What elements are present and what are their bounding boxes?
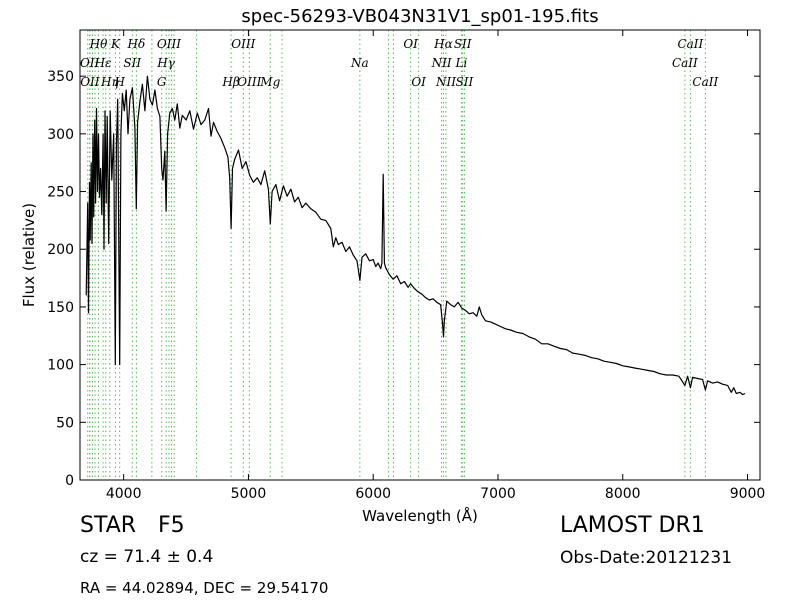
x-tick-label: 6000 <box>355 486 391 502</box>
survey-name: LAMOST DR1 <box>560 513 705 538</box>
spectral-line-label: Hη <box>100 75 119 89</box>
x-tick-label: 4000 <box>106 486 142 502</box>
spectral-line-label: OIII <box>157 37 181 51</box>
y-tick-label: 150 <box>47 300 74 316</box>
spectral-line-label: OII <box>80 75 100 89</box>
spectral-line-markers <box>87 30 706 480</box>
y-tick-label: 100 <box>47 358 74 374</box>
spectral-line-label: G <box>157 75 167 89</box>
y-tick-label: 200 <box>47 242 74 258</box>
chart-title: spec-56293-VB043N31V1_sp01-195.fits <box>241 6 598 27</box>
x-tick-label: 8000 <box>605 486 641 502</box>
spectral-line-label: Mg <box>259 75 280 89</box>
spectral-line-label: Hγ <box>156 56 175 70</box>
spectral-line-label: Hα <box>433 37 453 51</box>
spectral-line-label: Na <box>350 56 369 70</box>
spectral-line-label: CaII <box>677 37 703 51</box>
spectral-line-label: OIII <box>237 75 261 89</box>
spectral-line-label: OIII <box>231 37 255 51</box>
redshift-cz: cz = 71.4 ± 0.4 <box>80 547 214 567</box>
y-tick-label: 350 <box>47 69 74 85</box>
spectral-line-label: OI <box>411 75 426 89</box>
y-tick-label: 50 <box>56 415 74 431</box>
spectral-line-label: SII <box>123 56 141 70</box>
x-tick-label: 5000 <box>231 486 267 502</box>
spectral-line-label: Hθ <box>89 37 108 51</box>
spectral-line-label: CaII <box>672 56 698 70</box>
spectral-line-label: SII <box>456 75 474 89</box>
plot-frame <box>79 29 761 481</box>
y-axis: 0 50 100 150 200 250 300 350 <box>47 69 760 489</box>
y-tick-label: 300 <box>47 127 74 143</box>
object-class: STAR <box>80 513 137 538</box>
spectral-line-label: K <box>110 37 121 51</box>
spectral-line-label: Hε <box>94 56 112 70</box>
x-axis: 4000 5000 6000 7000 8000 9000 <box>106 30 765 502</box>
observation-date: Obs-Date:20121231 <box>560 548 733 568</box>
x-tick-label: 7000 <box>480 486 516 502</box>
spectrum-line <box>85 75 746 396</box>
spectral-line-label: OII <box>80 56 100 70</box>
y-tick-label: 0 <box>65 473 74 489</box>
spectral-line-label: Hδ <box>127 37 146 51</box>
spectral-line-label: OI <box>403 37 418 51</box>
spectral-line-label: H <box>113 75 125 89</box>
spectral-line-label: Hβ <box>221 75 239 89</box>
y-tick-label: 250 <box>47 185 74 201</box>
spectral-line-label: CaII <box>692 75 718 89</box>
x-tick-label: 9000 <box>730 486 766 502</box>
y-axis-label: Flux (relative) <box>20 203 38 307</box>
spectral-line-label: NII <box>431 56 452 70</box>
spectral-line-label: NII <box>435 75 456 89</box>
spectral-line-label: Li <box>455 56 468 70</box>
spectral-line-label: SII <box>454 37 472 51</box>
x-axis-label: Wavelength (Å) <box>362 506 478 525</box>
object-subclass: F5 <box>158 513 185 538</box>
ra-dec: RA = 44.02894, DEC = 29.54170 <box>80 579 329 597</box>
